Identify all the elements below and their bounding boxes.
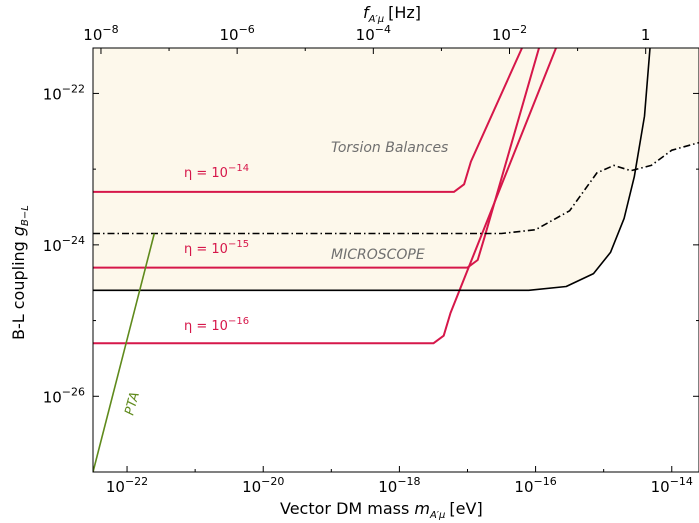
eta-14-prefix: η = 10 [184,166,228,181]
top-tick-label-base: 10 [83,26,102,44]
top-tick-label-exp: −6 [239,23,255,36]
top-tick-label-exp: −4 [375,23,391,36]
y-tick-label-exp: −22 [62,82,85,95]
top-axis-title: fA′μ [Hz] [363,3,421,25]
x-axis-title-unit: [eV] [449,499,482,518]
x-tick-label-base: 10 [514,478,533,496]
x-tick-label-base: 10 [242,478,261,496]
y-tick-label-exp: −24 [62,234,85,247]
top-tick-label: 1 [641,26,651,44]
x-tick-label: 10−18 [378,475,420,496]
top-axis-title-unit: [Hz] [388,3,421,22]
top-tick-label: 10−6 [219,23,254,44]
y-axis-title: B-L coupling gB−L [9,205,31,340]
top-tick-label: 10−8 [83,23,118,44]
y-tick-label-exp: −26 [62,385,85,398]
x-tick-label-exp: −20 [261,475,284,488]
y-tick-label-base: 10 [43,388,62,406]
y-tick-label-base: 10 [43,237,62,255]
y-tick-label: 10−26 [43,385,85,406]
x-tick-label: 10−16 [514,475,556,496]
excluded-region-fill [93,48,699,291]
y-tick-label: 10−24 [43,234,85,255]
top-tick-label-base: 1 [641,26,651,44]
x-tick-label-exp: −14 [670,475,693,488]
top-tick-label-exp: −2 [511,23,527,36]
series-line-pta [93,233,156,472]
series-line-10 [93,48,557,345]
eta-15-prefix: η = 10 [184,242,228,257]
x-tick-label-exp: −22 [125,475,148,488]
y-tick-label: 10−22 [43,82,85,103]
top-tick-label-base: 10 [356,26,375,44]
plot-area: 10−22 10−20 10−18 10−16 10−1410−2210−2410−26… [43,23,699,496]
x-tick-label: 10−22 [106,475,148,496]
x-tick-label: 10−20 [242,475,284,496]
eta-15-exp: −15 [228,239,249,250]
series-line-10 [93,48,523,193]
eta-16-exp: −16 [228,316,249,327]
y-axis-title-var: g [9,226,28,236]
x-axis-title-text: Vector DM mass [280,499,409,518]
top-axis-title-var: f [363,3,371,22]
x-axis-title-var: m [414,499,430,518]
top-axis-title-sub: A′μ [368,14,384,25]
x-axis-title: Vector DM mass mA′μ [eV] [280,499,483,521]
top-tick-label-base: 10 [492,26,511,44]
top-tick-label: 10−4 [356,23,391,44]
eta-15-label: η = 10−15 [184,239,249,257]
top-tick-label-exp: −8 [102,23,118,36]
eta-16-label: η = 10−16 [184,316,249,334]
eta-16-prefix: η = 10 [184,319,228,334]
y-axis-title-sub: B−L [20,205,31,226]
torsion-balances-label: Torsion Balances [331,140,448,156]
pta-label: PTA [122,390,143,417]
y-axis-title-text: B-L coupling [9,241,28,340]
plot-frame [92,47,699,473]
series-line-torsion-balances [93,141,699,235]
x-tick-label-exp: −16 [534,475,557,488]
series-line-microscope [93,48,651,292]
x-axis-title-sub: A′μ [429,510,445,521]
series-line-10 [93,48,540,269]
eta-14-exp: −14 [228,163,249,174]
x-tick-label: 10−14 [651,475,693,496]
x-tick-label-exp: −18 [397,475,420,488]
y-tick-label-base: 10 [43,85,62,103]
x-tick-label-base: 10 [651,478,670,496]
top-tick-label-base: 10 [219,26,238,44]
x-tick-label-base: 10 [378,478,397,496]
x-tick-label-base: 10 [106,478,125,496]
eta-14-label: η = 10−14 [184,163,249,181]
top-tick-label: 10−2 [492,23,527,44]
microscope-label: MICROSCOPE [331,247,425,263]
